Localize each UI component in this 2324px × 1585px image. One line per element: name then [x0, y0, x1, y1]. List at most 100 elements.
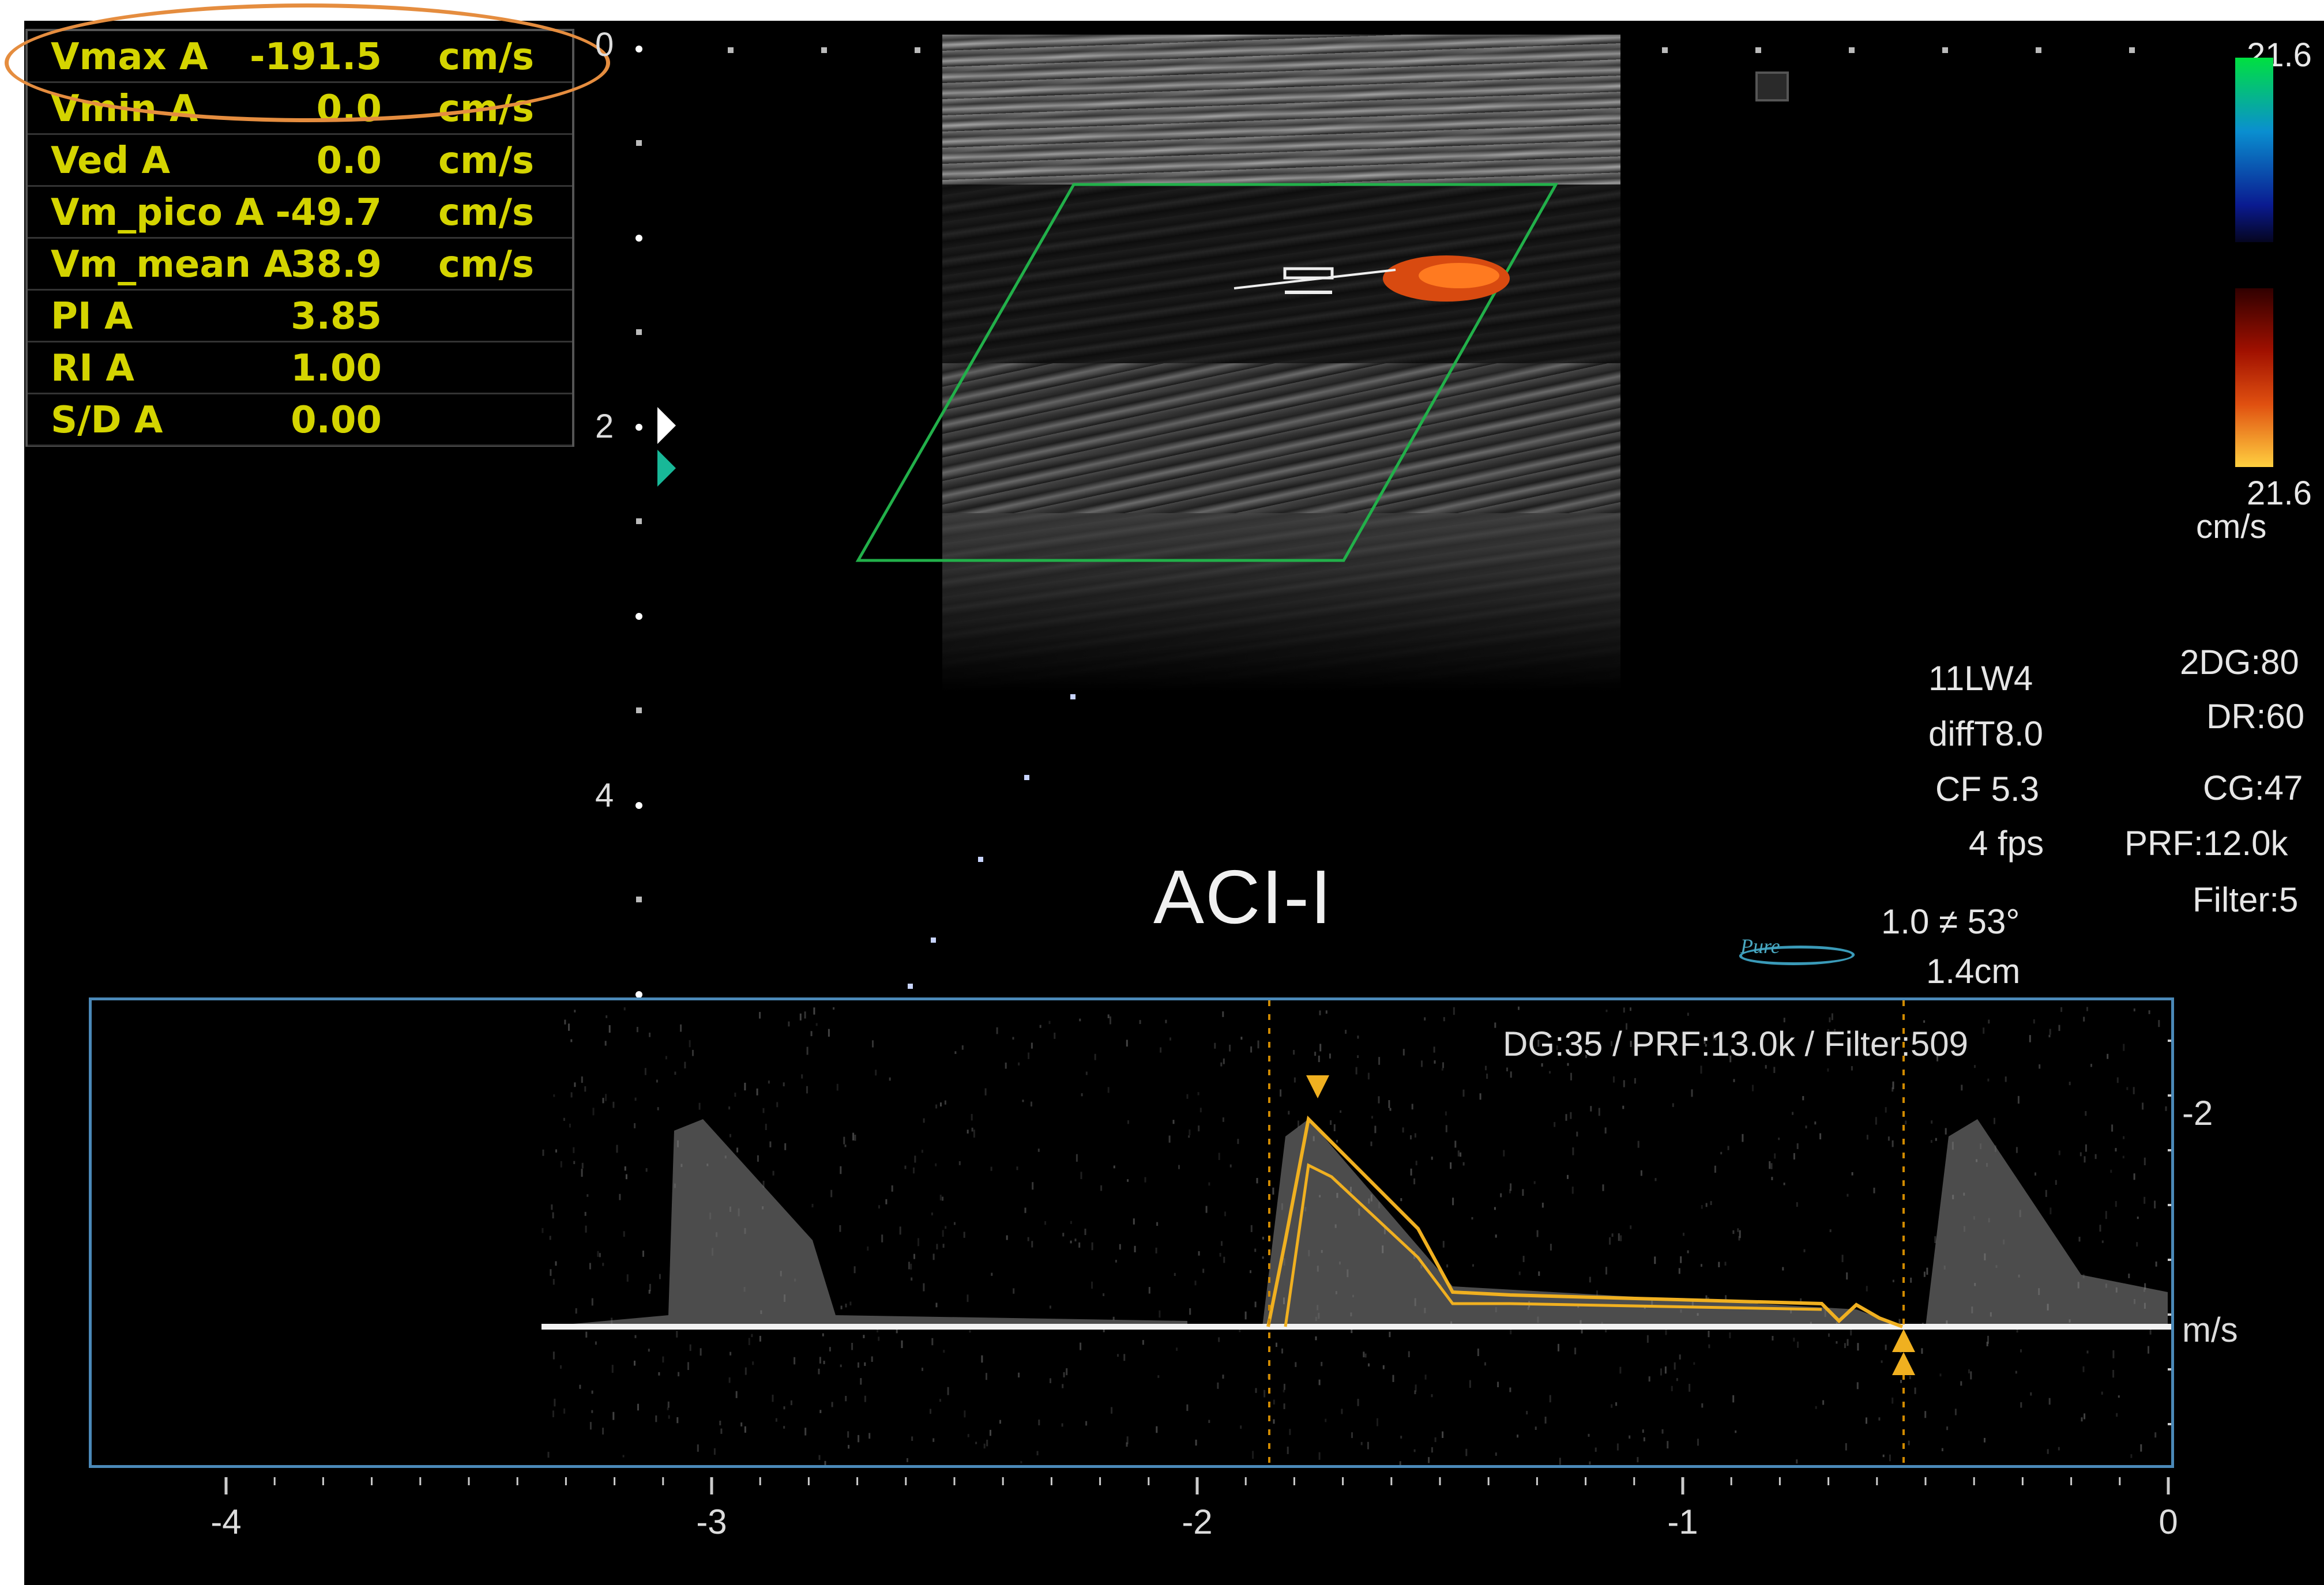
doppler-speckle	[1442, 1062, 1444, 1068]
doppler-speckle	[756, 1088, 758, 1095]
doppler-speckle	[911, 1277, 913, 1281]
doppler-speckle	[1091, 1281, 1093, 1289]
doppler-speckle	[996, 1027, 998, 1034]
doppler-speckle	[1541, 1202, 1544, 1208]
doppler-speckle	[697, 1444, 699, 1452]
doppler-speckle	[2118, 1395, 2120, 1398]
doppler-speckle	[662, 1356, 664, 1363]
doppler-speckle	[2148, 1010, 2150, 1014]
vmax-highlight-ellipse	[5, 3, 610, 122]
doppler-speckle	[1081, 1093, 1083, 1097]
measurement-value: 0.0	[316, 140, 382, 182]
measurement-row: S/D A 0.00	[28, 394, 572, 446]
doppler-speckle	[676, 1331, 678, 1338]
doppler-speckle	[1623, 1007, 1625, 1013]
doppler-speckle	[1126, 1442, 1128, 1447]
measurement-row: Vm_mean A 38.9 cm/s	[28, 239, 572, 291]
doppler-speckle	[1765, 1065, 1767, 1069]
doppler-speckle	[839, 1225, 841, 1232]
doppler-speckle	[553, 1094, 555, 1097]
doppler-speckle	[1772, 1336, 1774, 1341]
doppler-speckle	[1665, 1327, 1667, 1335]
doppler-speckle	[1892, 1081, 1894, 1090]
doppler-speckle	[813, 1007, 815, 1015]
doppler-speckle	[1094, 1053, 1096, 1060]
doppler-speckle	[818, 1368, 820, 1375]
doppler-speckle	[1367, 1072, 1370, 1080]
doppler-speckle	[1770, 1163, 1773, 1169]
doppler-speckle	[1357, 1399, 1359, 1406]
doppler-speckle	[1262, 1237, 1264, 1240]
doppler-speckle	[958, 1161, 961, 1165]
lateral-tick	[2036, 47, 2041, 53]
doppler-speckle	[752, 1361, 754, 1365]
sample-gate[interactable]	[1283, 267, 1334, 280]
doppler-speckle	[1983, 1027, 1985, 1034]
doppler-speckle	[1822, 1400, 1825, 1405]
doppler-speckle	[1604, 1127, 1607, 1134]
doppler-speckle	[1679, 1354, 1681, 1360]
doppler-speckle	[619, 1194, 621, 1200]
doppler-speckle	[840, 1166, 842, 1174]
doppler-speckle	[736, 1147, 739, 1153]
doppler-speckle	[1410, 1168, 1412, 1176]
doppler-speckle	[2029, 1035, 2031, 1042]
doppler-speckle	[1049, 1305, 1051, 1309]
doppler-speckle	[1654, 1256, 1656, 1264]
doppler-speckle	[1559, 1458, 1561, 1465]
doppler-speckle	[931, 1212, 933, 1215]
doppler-speckle	[1793, 1338, 1795, 1342]
doppler-speckle	[1945, 1128, 1947, 1135]
doppler-speckle	[689, 1040, 691, 1048]
doppler-speckle	[913, 1253, 915, 1259]
doppler-speckle	[1729, 1055, 1732, 1063]
doppler-speckle	[657, 1107, 659, 1110]
doppler-speckle	[1360, 1441, 1363, 1445]
doppler-speckle	[1509, 1189, 1511, 1194]
doppler-speckle	[2039, 1064, 2041, 1069]
doppler-speckle	[555, 1261, 557, 1266]
bmode-image	[942, 35, 1620, 692]
doppler-speckle	[1800, 1298, 1802, 1301]
doppler-params: DG:35 / PRF:13.0k / Filter:509	[1503, 1025, 1968, 1063]
doppler-speckle	[940, 1102, 942, 1107]
doppler-speckle	[549, 1236, 551, 1240]
measurement-row: PI A 3.85	[28, 291, 572, 342]
doppler-speckle	[1667, 1441, 1669, 1449]
doppler-speckle	[1028, 1052, 1030, 1059]
doppler-speckle	[1006, 1235, 1008, 1240]
doppler-speckle	[891, 1185, 893, 1192]
doppler-speckle	[1465, 1448, 1468, 1456]
doppler-speckle	[568, 1023, 570, 1031]
doppler-speckle	[942, 1230, 944, 1237]
doppler-speckle	[1946, 1426, 1949, 1430]
doppler-speckle	[1550, 1244, 1552, 1251]
doppler-speckle	[585, 1331, 588, 1338]
doppler-speckle	[563, 1117, 565, 1121]
doppler-speckle	[943, 1350, 945, 1353]
doppler-speckle	[1345, 1030, 1347, 1034]
doppler-speckle	[1661, 1429, 1664, 1434]
doppler-speckle	[1195, 1439, 1197, 1446]
color-roi-box[interactable]	[855, 183, 1559, 562]
doppler-speckle	[1032, 1182, 1034, 1190]
doppler-speckle	[1590, 1106, 1592, 1112]
doppler-speckle	[680, 1024, 682, 1032]
doppler-speckle	[1752, 1085, 1754, 1091]
depth-label-2: 2	[595, 408, 614, 445]
doppler-speckle	[868, 1433, 871, 1439]
doppler-speckle	[1909, 1376, 1911, 1379]
lateral-tick	[821, 47, 827, 53]
doppler-speckle	[843, 1136, 845, 1144]
doppler-speckle	[1905, 1120, 1907, 1125]
doppler-speckle	[1828, 1333, 1830, 1337]
doppler-speckle	[1148, 1287, 1150, 1294]
doppler-speckle	[2116, 1077, 2119, 1083]
doppler-speckle	[2112, 1370, 2115, 1378]
doppler-speckle	[735, 1391, 738, 1398]
doppler-speckle	[986, 1440, 988, 1447]
doppler-speckle	[840, 1305, 843, 1309]
doppler-speckle	[961, 1045, 964, 1050]
doppler-speckle	[1325, 1418, 1327, 1422]
doppler-speckle	[1431, 1157, 1433, 1160]
